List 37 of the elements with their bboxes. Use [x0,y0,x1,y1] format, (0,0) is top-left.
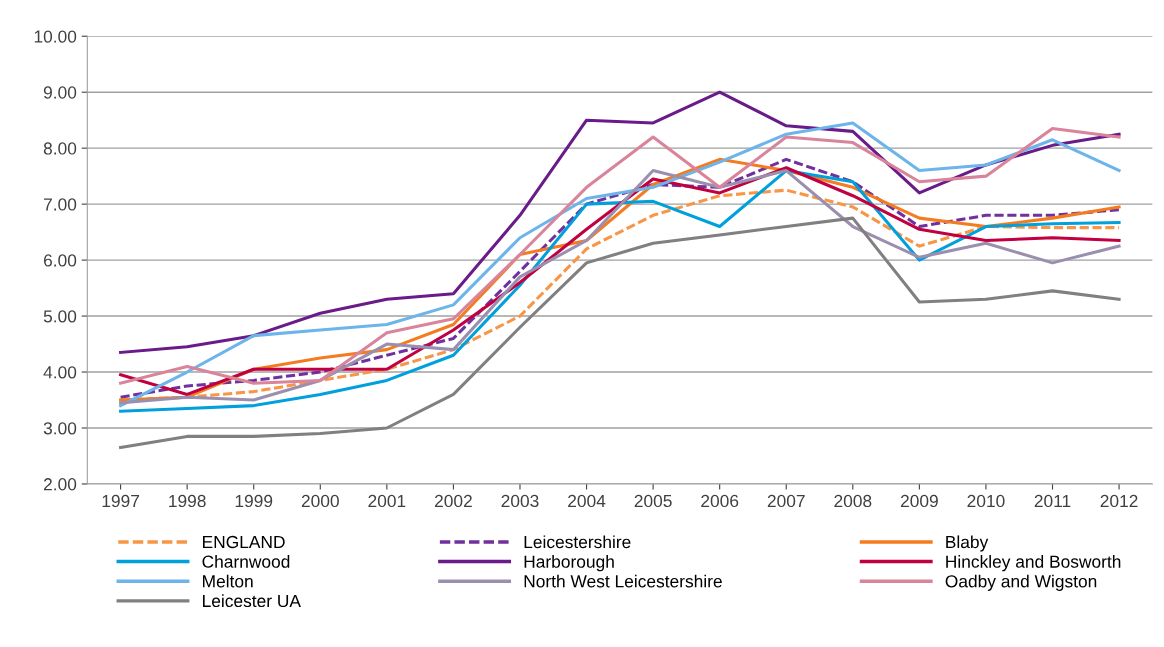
x-tick-label: 2008 [834,494,872,508]
x-tick-label: 2004 [568,494,606,508]
x-tick-label: 1999 [235,494,273,508]
x-tick-label: 2012 [1100,494,1138,508]
legend-label: ENGLAND [203,535,285,549]
x-tick-label: 1997 [102,494,140,508]
x-tick-label: 2005 [634,494,672,508]
x-tick-label: 2011 [1034,494,1071,508]
y-tick-label: 7.00 [43,198,77,211]
legend-label: Oadby and Wigston [945,574,1097,591]
x-tick-label: 2007 [767,494,805,508]
legend-label: Melton [203,574,253,588]
x-tick-label: 2006 [701,494,739,508]
legend-label: Blaby [946,535,989,552]
y-tick-label: 4.00 [43,366,77,379]
x-tick-label: 2009 [900,494,938,508]
x-tick-label: 2003 [501,494,539,508]
x-tick-label: 2000 [301,494,339,508]
line-series [119,216,1121,450]
legend-label: Charnwood [202,555,290,568]
y-tick-label: 6.00 [43,254,77,267]
legend-label: Harborough [524,555,614,572]
x-tick-label: 2001 [368,494,406,508]
y-tick-label: 8.00 [43,142,77,155]
x-tick-label: 1998 [169,494,206,508]
x-tick-label: 2010 [967,494,1005,508]
legend-label: North West Leicestershire [524,574,722,588]
y-tick-label: 2.00 [43,478,77,491]
x-tick-label: 2002 [434,494,472,508]
y-tick-label: 9.00 [43,86,77,99]
y-tick-label: 5.00 [43,310,77,323]
line-series [119,90,1121,354]
legend-label: Leicester UA [203,594,301,608]
legend-label: Hinckley and Bosworth [946,555,1121,572]
y-tick-label: 10.00 [34,30,77,43]
y-tick-label: 3.00 [43,422,77,435]
legend-label: Leicestershire [524,535,631,549]
